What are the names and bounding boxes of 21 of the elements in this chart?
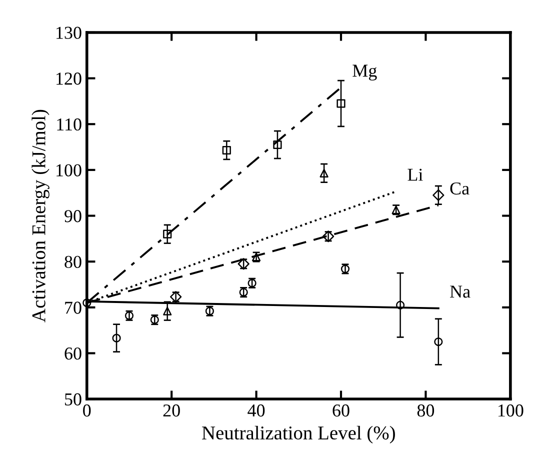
y-tick-label: 90: [64, 210, 82, 222]
x-tick-label: 40: [248, 404, 265, 417]
series-label: Mg: [352, 64, 377, 81]
y-tick-label: 110: [57, 118, 82, 131]
x-tick-label: 100: [498, 404, 524, 417]
y-tick-label: 60: [64, 347, 82, 360]
y-tick-label: 120: [56, 72, 82, 85]
y-tick-label: 100: [56, 164, 82, 176]
y-tick-label: 50: [65, 393, 82, 406]
x-tick-label: 80: [417, 404, 434, 417]
y-tick-label: 130: [56, 26, 82, 39]
x-axis-title: Neutralization Level (%): [202, 426, 395, 444]
x-tick-label: 60: [332, 404, 350, 417]
series-label: Na: [450, 286, 470, 298]
series-label: Li: [408, 168, 423, 181]
y-tick-label: 80: [64, 256, 82, 268]
x-tick-label: 20: [163, 404, 180, 417]
y-tick-label: 70: [65, 302, 82, 314]
series-label: Ca: [450, 182, 470, 195]
y-axis-title: Activation Energy (kJ/mol): [32, 110, 50, 322]
x-tick-label: 0: [83, 404, 91, 417]
